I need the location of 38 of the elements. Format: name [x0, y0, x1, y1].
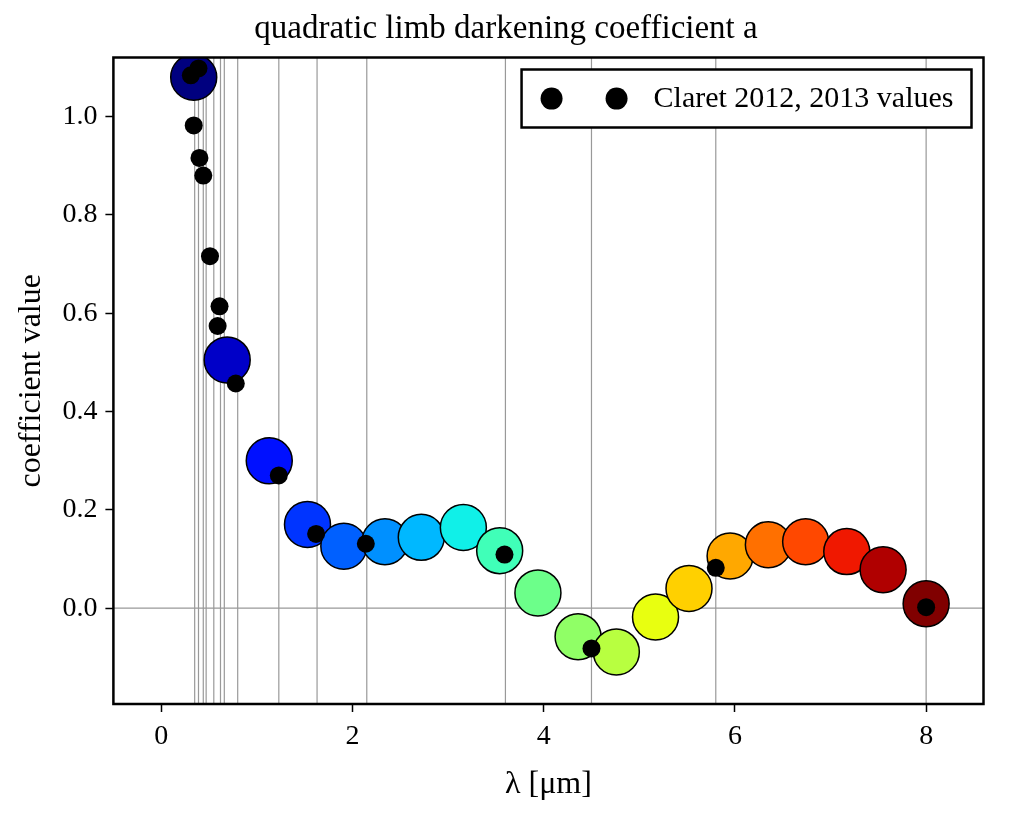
y-tick-label: 0.6: [62, 295, 98, 327]
point: [226, 374, 245, 393]
point: [200, 247, 219, 266]
point: [184, 116, 203, 135]
point: [190, 148, 209, 167]
point: [356, 534, 375, 553]
x-tick-label: 6: [727, 719, 742, 751]
y-tick-label: 0.2: [62, 492, 98, 524]
point: [439, 503, 488, 552]
y-tick-label: 1.0: [62, 98, 98, 130]
point: [781, 518, 830, 566]
point: [194, 166, 213, 185]
point: [269, 466, 288, 485]
point: [210, 297, 229, 316]
point: [592, 628, 641, 676]
y-tick-label: 0.4: [62, 393, 98, 425]
point: [859, 546, 907, 594]
x-axis-title: λ [μm]: [505, 764, 592, 801]
point: [631, 593, 680, 641]
point: [397, 513, 446, 562]
y-axis-title: coefficient value: [10, 274, 47, 488]
y-tick-label: 0.8: [62, 197, 98, 229]
point: [189, 59, 208, 78]
point: [320, 522, 368, 570]
legend-label: Claret 2012, 2013 values: [653, 80, 954, 114]
point: [203, 336, 251, 384]
x-tick-label: 2: [345, 719, 360, 751]
chart-title: quadratic limb darkening coefficient a: [254, 9, 759, 46]
x-tick-label: 0: [154, 719, 169, 751]
point: [208, 316, 227, 335]
point: [582, 639, 601, 658]
point: [706, 558, 725, 577]
y-tick-label: 0.0: [62, 590, 98, 622]
point: [665, 564, 713, 613]
point: [823, 527, 871, 576]
x-tick-label: 8: [919, 719, 934, 751]
point: [514, 569, 562, 617]
x-tick-label: 4: [536, 719, 551, 751]
